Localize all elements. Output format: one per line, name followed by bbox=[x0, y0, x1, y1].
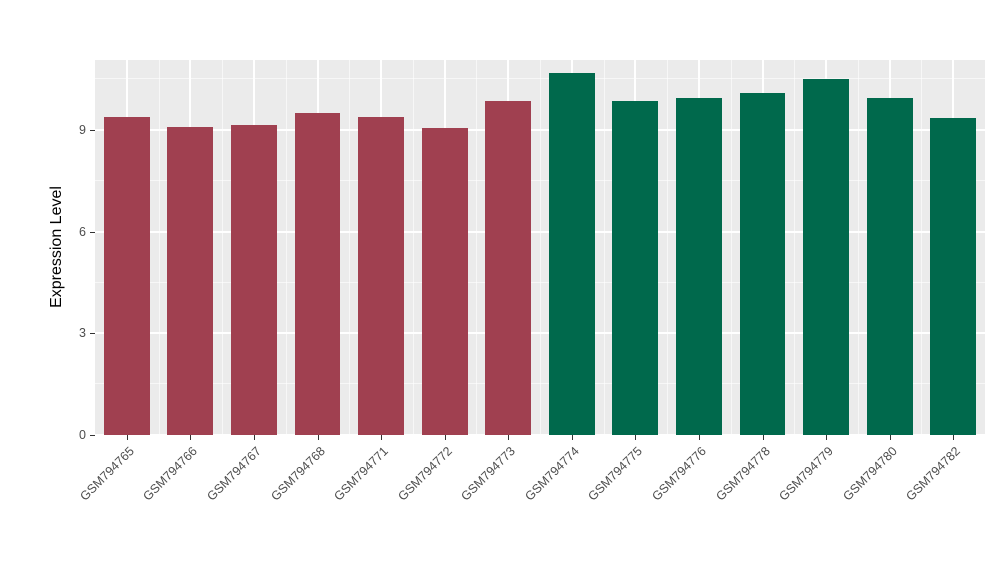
bar-GSM794775 bbox=[612, 101, 659, 435]
gridline-minor-vertical bbox=[730, 60, 732, 435]
gridline-minor-vertical bbox=[349, 60, 351, 435]
bar-GSM794780 bbox=[866, 97, 913, 435]
x-tick-mark bbox=[190, 435, 192, 440]
x-tick-mark bbox=[253, 435, 255, 440]
y-tick-mark bbox=[90, 231, 95, 233]
y-tick-label: 6 bbox=[79, 224, 86, 239]
bar-GSM794768 bbox=[294, 113, 341, 435]
y-tick-mark bbox=[90, 435, 95, 436]
x-tick-mark bbox=[317, 435, 319, 440]
gridline-minor-vertical bbox=[857, 60, 859, 435]
bar-GSM794773 bbox=[485, 101, 532, 435]
x-tick-mark bbox=[698, 435, 700, 440]
gridline-minor-vertical bbox=[540, 60, 541, 435]
x-tick-mark bbox=[889, 435, 891, 440]
gridline-minor-vertical bbox=[667, 60, 669, 435]
y-tick-mark bbox=[90, 333, 95, 335]
bar-GSM794776 bbox=[676, 97, 722, 435]
y-tick-label: 9 bbox=[79, 123, 86, 138]
plot-panel bbox=[95, 60, 985, 436]
bar-GSM794766 bbox=[167, 126, 214, 435]
bar-GSM794782 bbox=[930, 118, 977, 435]
y-tick-label: 3 bbox=[79, 326, 86, 341]
x-tick-mark bbox=[635, 435, 637, 440]
bar-GSM794779 bbox=[803, 79, 849, 435]
x-tick-mark bbox=[571, 435, 573, 440]
x-tick-mark bbox=[826, 435, 828, 440]
gridline-minor-vertical bbox=[921, 60, 923, 435]
gridline-minor-vertical bbox=[476, 60, 478, 435]
bar-GSM794767 bbox=[231, 125, 277, 435]
gridline-minor-vertical bbox=[222, 60, 224, 435]
bar-GSM794772 bbox=[421, 128, 468, 435]
bar-GSM794765 bbox=[103, 116, 150, 435]
x-tick-mark bbox=[126, 435, 128, 440]
gridline-minor-vertical bbox=[158, 60, 160, 435]
x-tick-mark bbox=[444, 435, 446, 440]
gridline-minor-vertical bbox=[603, 60, 605, 435]
y-tick-label: 0 bbox=[79, 428, 86, 442]
gridline-major-horizontal bbox=[95, 434, 985, 436]
x-tick-mark bbox=[953, 435, 955, 440]
gridline-minor-vertical bbox=[412, 60, 414, 435]
x-tick-mark bbox=[762, 435, 764, 440]
bar-GSM794774 bbox=[548, 72, 595, 435]
x-tick-mark bbox=[381, 435, 383, 440]
gridline-minor-vertical bbox=[285, 60, 287, 435]
bar-GSM794778 bbox=[739, 92, 786, 435]
x-tick-mark bbox=[508, 435, 510, 440]
bar-GSM794771 bbox=[358, 116, 404, 435]
y-axis-title: Expression Level bbox=[48, 186, 65, 308]
y-tick-mark bbox=[90, 130, 95, 132]
gridline-minor-vertical bbox=[794, 60, 796, 435]
